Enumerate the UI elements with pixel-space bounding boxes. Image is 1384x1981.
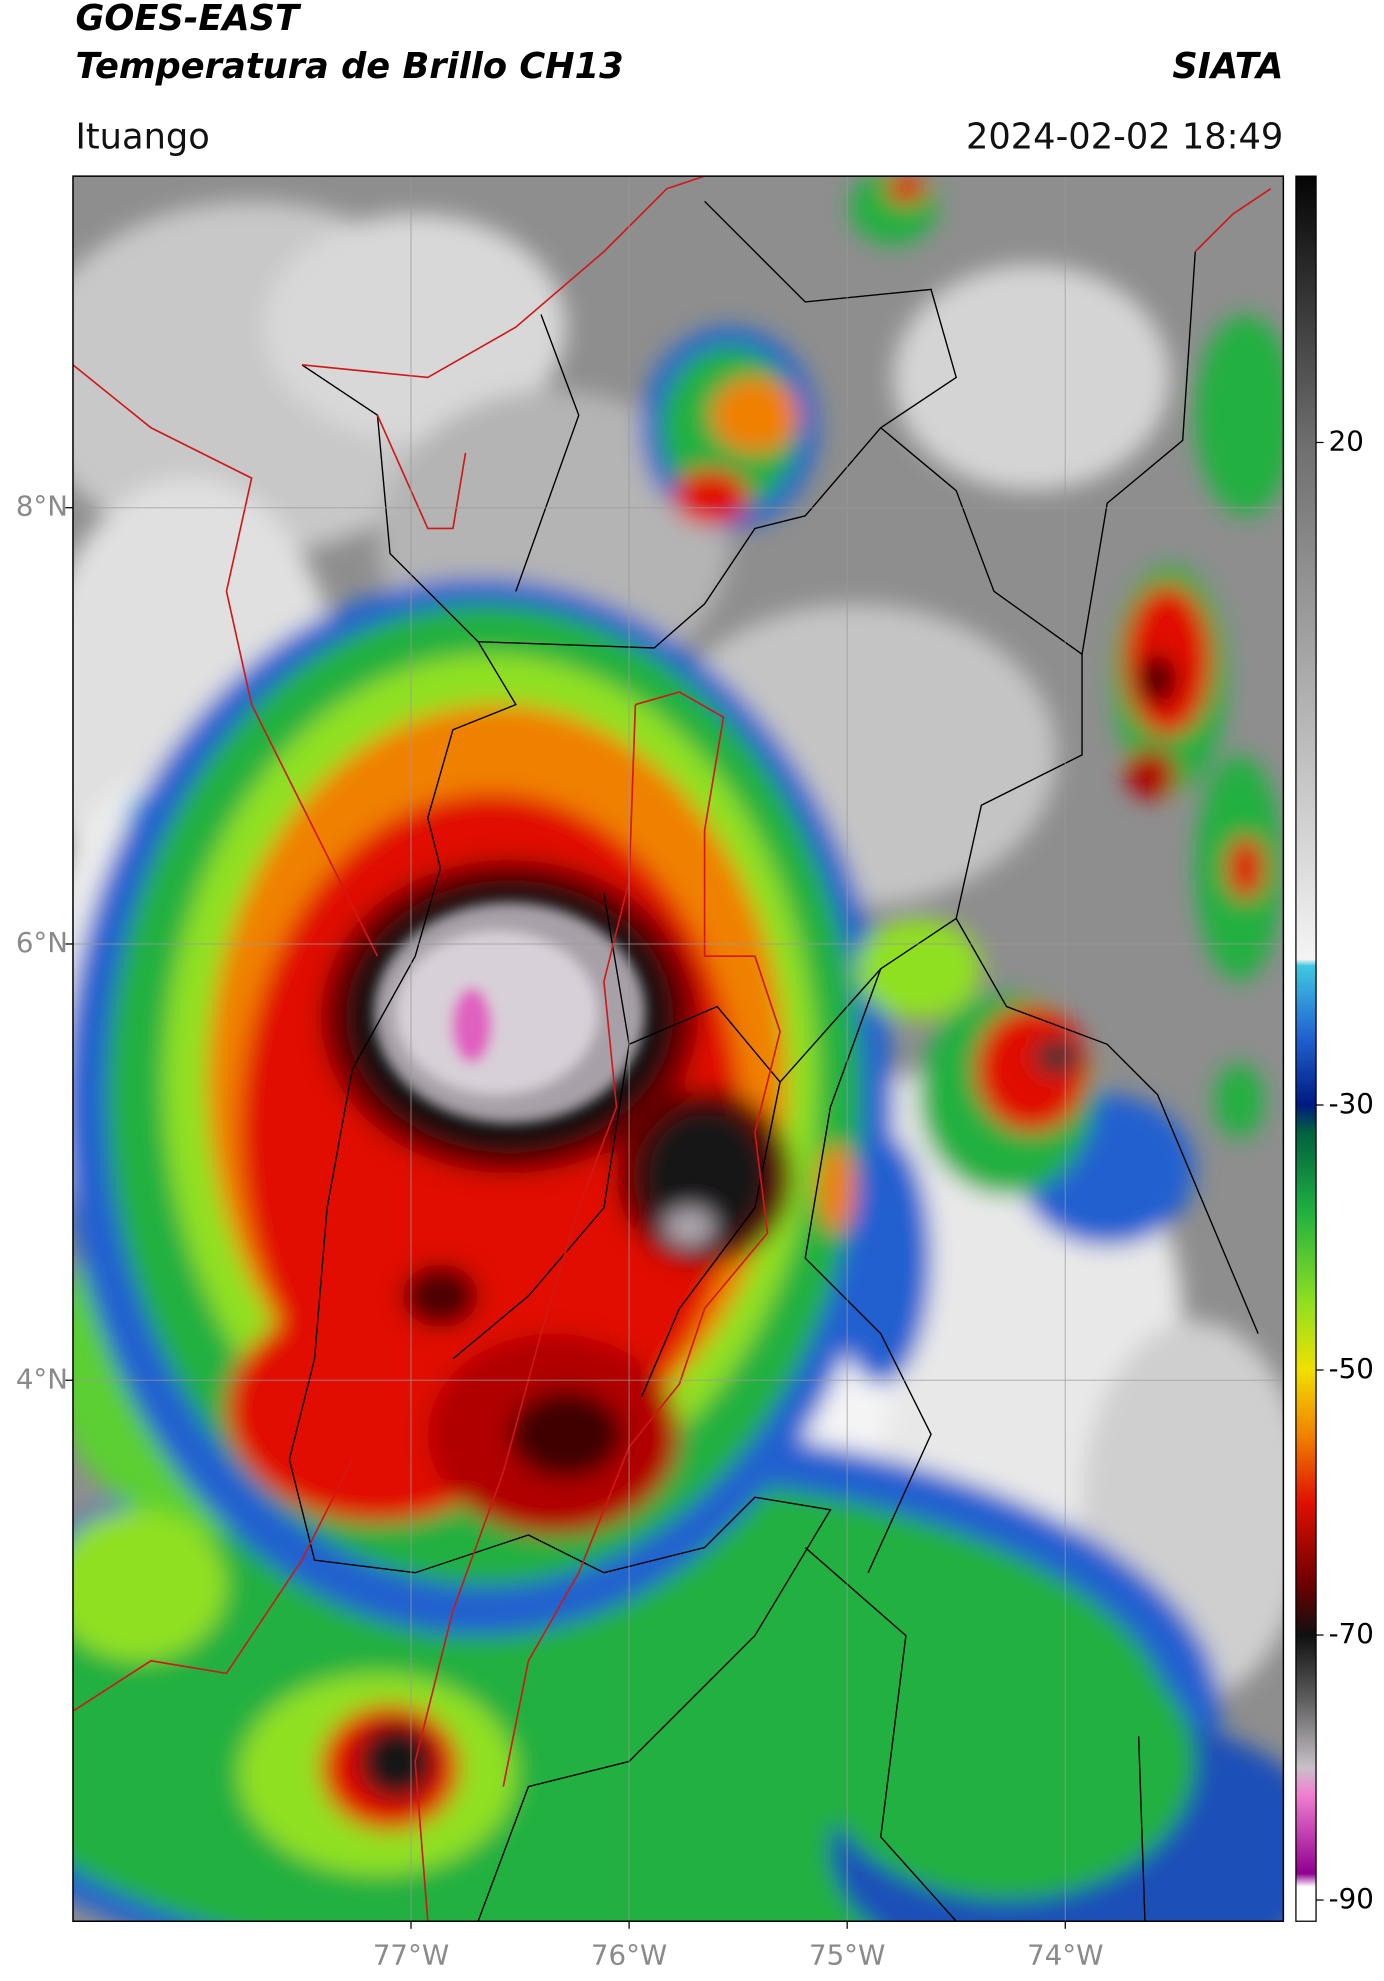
y-tick-label: 8°N: [16, 490, 68, 523]
colorbar-tick-label: 20: [1329, 424, 1364, 457]
admin-boundaries: [288, 200, 1259, 1922]
datetime: 2024-02-02 18:49: [966, 116, 1283, 157]
x-tick-label: 77°W: [373, 1938, 449, 1971]
graticule: [72, 176, 1284, 1922]
x-tick-label: 74°W: [1027, 1938, 1103, 1971]
subtitle: Temperatura de Brillo CH13: [75, 46, 623, 87]
colorbar-tick-label: -70: [1329, 1617, 1374, 1650]
colorbar-tick-label: -90: [1329, 1882, 1374, 1915]
y-tick-label: 6°N: [16, 926, 68, 959]
satellite-image: [72, 176, 1284, 1922]
colorbar-tick-label: -50: [1329, 1352, 1374, 1385]
map-frame: [72, 175, 1285, 1922]
colorbar-ticks: 20 -30 -50 -70 -90: [1316, 424, 1374, 1915]
x-tick-label: 76°W: [591, 1938, 667, 1971]
x-tick-label: 75°W: [809, 1938, 885, 1971]
colorbar-tick-label: -30: [1329, 1087, 1374, 1120]
country-boundaries: [72, 176, 1272, 1922]
location: Ituango: [75, 116, 209, 157]
y-tick-label: 4°N: [16, 1362, 68, 1395]
axes: 77°W 76°W 75°W 74°W 8°N 6°N 4°N: [16, 490, 1104, 1972]
brand: SIATA: [1172, 46, 1283, 87]
colorbar: [1295, 175, 1317, 1922]
storm-core: [373, 902, 646, 1124]
title: GOES-EAST: [75, 0, 302, 39]
